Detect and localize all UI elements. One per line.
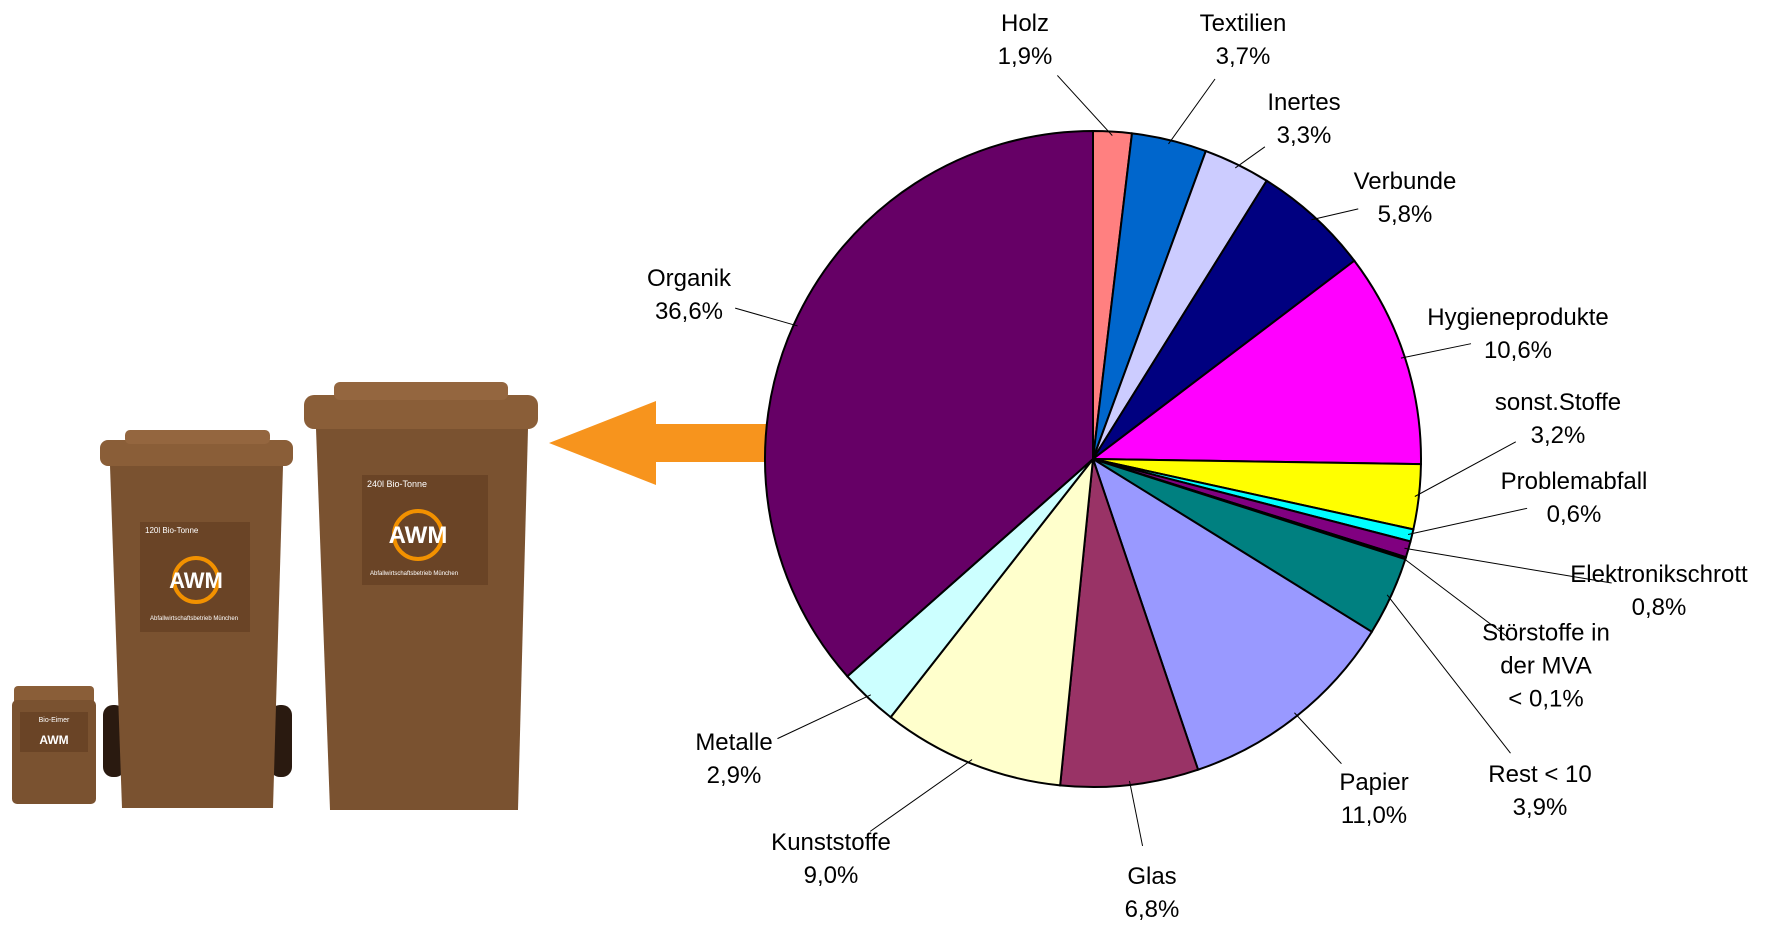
category-name: Elektronikschrott bbox=[1570, 561, 1748, 588]
slice-label: Verbunde 5,8% bbox=[1354, 165, 1457, 231]
value-label: < 0,1% bbox=[1508, 685, 1584, 713]
value-label: 3,2% bbox=[1530, 422, 1586, 449]
slice-label: Kunststoffe 9,0% bbox=[771, 826, 891, 892]
leader-line bbox=[1294, 712, 1342, 765]
category-name: Verbunde bbox=[1353, 168, 1457, 195]
category-name: Glas bbox=[1127, 863, 1177, 890]
category-name: Rest < 10 bbox=[1488, 761, 1592, 788]
category-name: Holz bbox=[1000, 10, 1050, 37]
large-bin-company: Abfallwirtschaftsbetrieb München bbox=[370, 571, 458, 577]
category-name: Metalle bbox=[695, 729, 773, 756]
leader-line bbox=[1386, 594, 1511, 754]
leader-line bbox=[1057, 75, 1113, 136]
leader-line bbox=[1407, 507, 1528, 535]
leader-line bbox=[1168, 78, 1216, 145]
large-bin-label: 240l Bio-Tonne bbox=[367, 479, 427, 489]
value-label: 0,6% bbox=[1546, 501, 1602, 528]
slice-label: Holz 1,9% bbox=[998, 7, 1053, 73]
category-name: Inertes bbox=[1267, 89, 1341, 116]
leader-line bbox=[1400, 343, 1472, 359]
medium-bin-logo: AWM bbox=[169, 568, 223, 593]
slice-label: Elektronikschrott 0,8% bbox=[1570, 558, 1747, 624]
slice-label: Organik 36,6% bbox=[647, 262, 731, 328]
category-name: Kunststoffe bbox=[771, 829, 891, 856]
pie-slice bbox=[889, 455, 1095, 787]
category-name: Hygieneprodukte bbox=[1427, 304, 1609, 331]
leader-line bbox=[777, 694, 872, 740]
leader-line bbox=[1129, 780, 1144, 847]
value-label: 6,8% bbox=[1124, 896, 1180, 923]
value-label: 11,0% bbox=[1340, 802, 1408, 829]
slice-label: Problemabfall 0,6% bbox=[1501, 465, 1648, 531]
medium-bin-label: 120l Bio-Tonne bbox=[145, 526, 199, 535]
pie-chart bbox=[735, 75, 1612, 847]
small-bin: Bio-Eimer AWM bbox=[12, 686, 96, 804]
small-bin-logo: AWM bbox=[39, 733, 68, 747]
large-bin-logo: AWM bbox=[389, 522, 448, 549]
leader-line bbox=[869, 759, 973, 832]
large-bin: 240l Bio-Tonne AWM Abfallwirtschaftsbetr… bbox=[304, 382, 538, 810]
value-label: 3,7% bbox=[1215, 43, 1271, 70]
category-name: Störstoffe in der MVA bbox=[1482, 619, 1610, 680]
category-name: Organik bbox=[646, 265, 732, 292]
leader-line bbox=[1311, 208, 1359, 221]
slice-label: Rest < 10 3,9% bbox=[1488, 758, 1591, 824]
category-name: sonst.Stoffe bbox=[1494, 389, 1622, 416]
value-label: 10,6% bbox=[1483, 337, 1553, 364]
value-label: 3,3% bbox=[1276, 122, 1332, 149]
leader-line bbox=[1401, 556, 1509, 638]
pie-slice bbox=[764, 129, 1094, 678]
value-label: 2,9% bbox=[706, 762, 762, 789]
slice-label: Papier 11,0% bbox=[1339, 766, 1408, 832]
medium-bin: 120l Bio-Tonne AWM Abfallwirtschaftsbetr… bbox=[100, 430, 293, 808]
category-name: Textilien bbox=[1199, 10, 1287, 37]
slice-label: sonst.Stoffe 3,2% bbox=[1495, 386, 1621, 452]
value-label: 1,9% bbox=[997, 43, 1053, 70]
leader-line bbox=[1414, 441, 1517, 497]
value-label: 9,0% bbox=[803, 862, 859, 889]
small-bin-label: Bio-Eimer bbox=[39, 717, 70, 724]
leader-line bbox=[1404, 547, 1612, 584]
leader-line bbox=[1234, 146, 1266, 169]
value-label: 5,8% bbox=[1377, 201, 1433, 228]
slice-label: Metalle 2,9% bbox=[695, 726, 772, 792]
slice-label: Inertes 3,3% bbox=[1267, 86, 1340, 152]
slice-label: Hygieneprodukte 10,6% bbox=[1427, 301, 1608, 367]
leader-line bbox=[735, 307, 798, 327]
slice-label: Textilien 3,7% bbox=[1200, 7, 1287, 73]
category-name: Problemabfall bbox=[1500, 468, 1648, 495]
category-name: Papier bbox=[1339, 769, 1409, 796]
value-label: 36,6% bbox=[654, 298, 724, 325]
slice-label: Störstoffe in der MVA < 0,1% bbox=[1471, 617, 1621, 716]
slice-label: Glas 6,8% bbox=[1125, 860, 1180, 926]
medium-bin-company: Abfallwirtschaftsbetrieb München bbox=[150, 616, 238, 622]
value-label: 0,8% bbox=[1631, 594, 1687, 621]
value-label: 3,9% bbox=[1512, 794, 1568, 821]
